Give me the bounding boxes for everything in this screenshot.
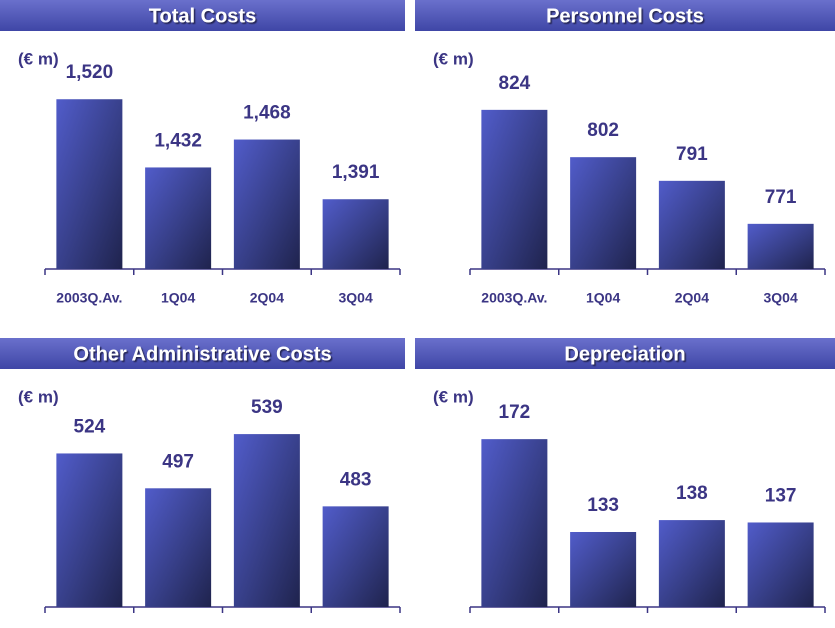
panel-title: Personnel Costs: [546, 5, 704, 27]
bar: [233, 139, 300, 269]
unit-label: (€ m): [433, 49, 474, 68]
unit-label: (€ m): [18, 387, 59, 406]
data-label: 771: [765, 187, 797, 208]
chart-panel: Total Costs (€ m) 1,520 2003Q.Av. 1,432 1Q04 1…: [0, 0, 405, 306]
data-label: 1,432: [154, 130, 202, 151]
data-label: 1,468: [243, 103, 291, 124]
data-label: 483: [340, 469, 372, 490]
data-label: 137: [765, 485, 797, 506]
bar: [570, 157, 637, 269]
data-label: 791: [676, 144, 708, 165]
data-label: 133: [587, 495, 619, 516]
bar: [145, 167, 212, 269]
data-label: 524: [74, 416, 106, 437]
bar: [56, 453, 123, 607]
x-tick-label: 2003Q.Av.: [56, 290, 122, 306]
data-label: 138: [676, 483, 708, 504]
data-label: 824: [499, 73, 531, 94]
data-label: 1,520: [66, 62, 114, 83]
panel-title: Other Administrative Costs: [73, 343, 331, 365]
bar: [747, 522, 814, 607]
panel-header: [0, 338, 405, 369]
panel-title: Depreciation: [564, 343, 685, 365]
data-label: 802: [587, 120, 619, 141]
data-label: 497: [162, 451, 194, 472]
panel-title: Total Costs: [149, 5, 256, 27]
bar: [481, 109, 548, 269]
x-tick-label: 1Q04: [161, 290, 195, 306]
x-tick-label: 2003Q.Av.: [481, 290, 547, 306]
unit-label: (€ m): [18, 49, 59, 68]
bar: [747, 223, 814, 269]
bar: [481, 439, 548, 607]
bar: [570, 532, 637, 607]
x-tick-label: 1Q04: [586, 290, 620, 306]
panel-header: [415, 0, 835, 31]
bar: [658, 520, 725, 607]
unit-label: (€ m): [433, 387, 474, 406]
bar: [233, 434, 300, 607]
x-tick-label: 3Q04: [339, 290, 373, 306]
bar: [322, 199, 389, 269]
data-label: 172: [499, 402, 531, 423]
data-label: 539: [251, 397, 283, 418]
chart-panel: Other Administrative Costs(€ m)5242003Q.…: [0, 338, 405, 628]
bar: [145, 488, 212, 607]
chart-panel: Personnel Costs (€ m) 824 2003Q.Av. 802 1Q04 7…: [415, 0, 835, 306]
panel-header: [0, 0, 405, 31]
x-tick-label: 3Q04: [764, 290, 798, 306]
bar: [658, 180, 725, 269]
x-tick-label: 2Q04: [675, 290, 709, 306]
bar: [322, 506, 389, 607]
panel-header: [415, 338, 835, 369]
chart-panel: Depreciation(€ m)1722003Q.Av.1331Q041382…: [415, 338, 835, 628]
bar: [56, 99, 123, 269]
data-label: 1,391: [332, 162, 380, 183]
x-tick-label: 2Q04: [250, 290, 284, 306]
